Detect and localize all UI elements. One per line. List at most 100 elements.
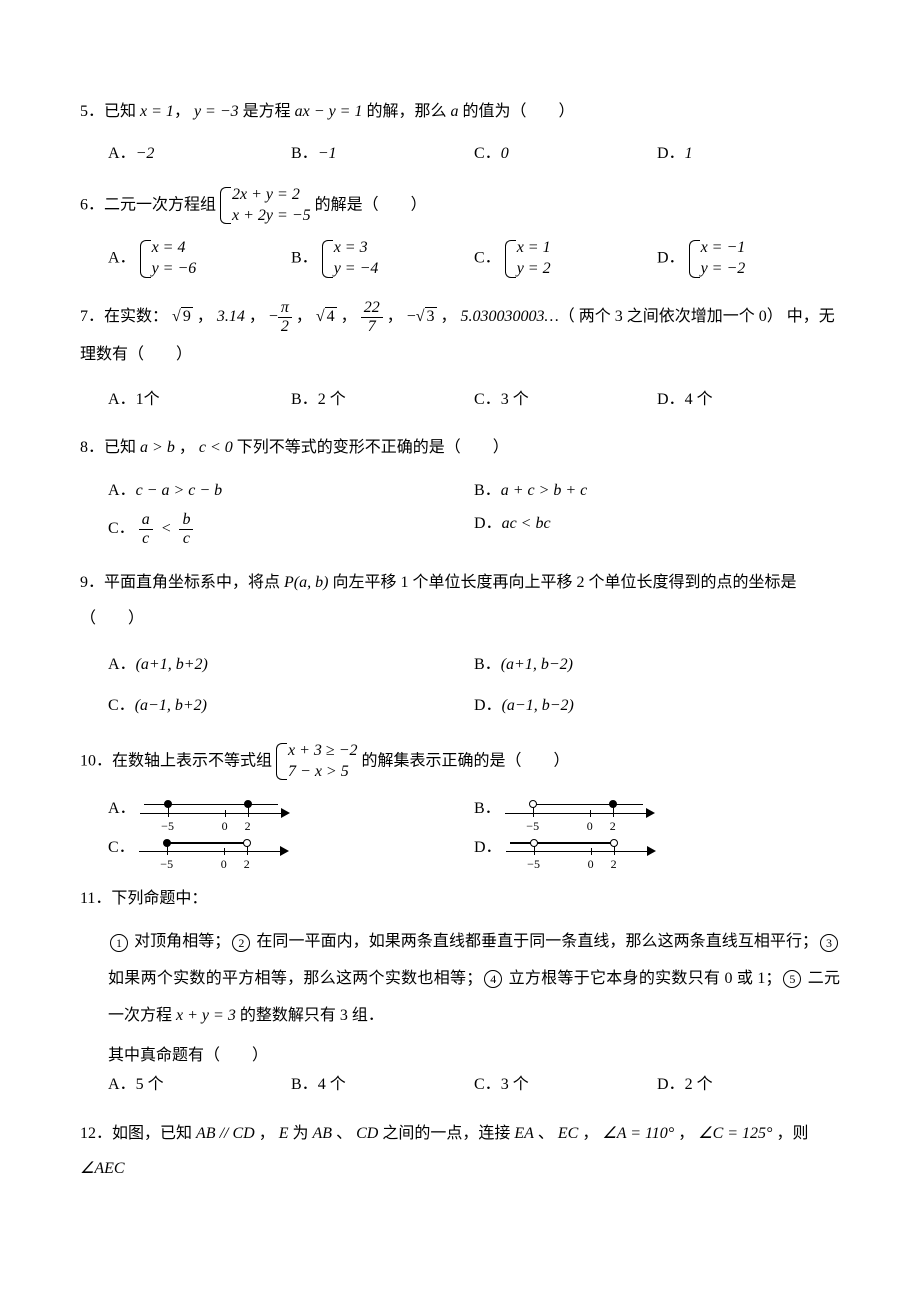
t: 2 <box>245 817 251 836</box>
q10-num: 10． <box>80 752 112 769</box>
q7-opt-d: D．4 个 <box>657 383 840 417</box>
v: 3 个 <box>501 1076 529 1093</box>
t: 在数轴上表示不等式组 <box>112 752 272 769</box>
lbl: D． <box>657 250 685 267</box>
q10-sys: x + 3 ≥ −2 7 − x > 5 <box>276 741 357 783</box>
q6-num: 6． <box>80 196 104 213</box>
q9-opt-d: D．(a−1, b−2) <box>474 685 840 727</box>
t: 平面直角坐标系中，将点 <box>104 574 284 591</box>
r: y = 2 <box>517 259 551 280</box>
q10-opt-a: A． −5 0 2 <box>108 790 474 828</box>
op: < <box>157 520 176 537</box>
v: (a−1, b+2) <box>135 697 207 714</box>
q10-options: A． −5 0 2 B． −5 0 2 C． <box>80 790 840 867</box>
q8-opt-a: A．c − a > c − b <box>108 474 474 508</box>
q5-eq2: y = −3 <box>194 103 239 120</box>
circled-5: 5 <box>783 970 801 988</box>
p4: 立方根等于它本身的实数只有 0 或 1； <box>509 970 782 987</box>
q6-t1: 二元一次方程组 <box>104 196 216 213</box>
q8-c2: c < 0 <box>199 439 233 456</box>
t: 0 <box>222 817 228 836</box>
a3: ∠AEC <box>80 1160 125 1177</box>
question-6: 6．二元一次方程组 2x + y = 2 x + 2y = −5 的解是（ ） … <box>80 185 840 284</box>
q5-t1: 已知 <box>104 103 136 120</box>
t: −5 <box>160 855 173 874</box>
p5eq: x + y = 3 <box>176 1007 236 1024</box>
q7-t1: 在实数： <box>104 308 168 325</box>
v: 5 个 <box>136 1076 164 1093</box>
lbl: D． <box>657 391 685 408</box>
q5-opt-d: D．1 <box>657 137 840 171</box>
question-11: 11．下列命题中： 1 对顶角相等；2 在同一平面内，如果两条直线都垂直于同一条… <box>80 881 840 1102</box>
q5-eq3: ax − y = 1 <box>295 103 363 120</box>
q6-opt-d: D． x = −1y = −2 <box>657 234 840 284</box>
q5-c: 0 <box>501 145 509 162</box>
q11-props: 1 对顶角相等；2 在同一平面内，如果两条直线都垂直于同一条直线，那么这两条直线… <box>80 924 840 1034</box>
r: x + 3 ≥ −2 <box>288 741 357 762</box>
t: 2 <box>244 855 250 874</box>
q9-pt: P(a, b) <box>284 574 328 591</box>
v: c − a > c − b <box>136 482 223 499</box>
q7-num: 7． <box>80 308 104 325</box>
lbl: A． <box>108 800 136 817</box>
lbl: A． <box>108 1076 136 1093</box>
v: 4 个 <box>685 391 713 408</box>
q5-t4: 的值为（ ） <box>458 103 574 120</box>
numberline-d: −5 0 2 <box>506 835 656 861</box>
d: 7 <box>361 318 383 336</box>
numberline-a: −5 0 2 <box>140 797 290 823</box>
sqrt3: √3 <box>416 298 437 336</box>
q7-t3: 理数有（ ） <box>80 346 192 363</box>
q11-opt-d: D．2 个 <box>657 1068 840 1102</box>
question-9: 9．平面直角坐标系中，将点 P(a, b) 向左平移 1 个单位长度再向上平移 … <box>80 565 840 727</box>
q9-opt-c: C．(a−1, b+2) <box>108 685 474 727</box>
n: a <box>139 511 153 530</box>
lbl: A． <box>108 482 136 499</box>
r2: E <box>279 1125 289 1142</box>
q7-r7: 5.030030003… <box>461 308 559 325</box>
q5-opt-b: B．−1 <box>291 137 474 171</box>
n: π <box>278 299 292 318</box>
t: −5 <box>526 817 539 836</box>
q6-t2: 的解是（ ） <box>315 196 427 213</box>
v: 4 个 <box>318 1076 346 1093</box>
question-8: 8．已知 a > b ， c < 0 下列不等式的变形不正确的是（ ） A．c … <box>80 430 840 551</box>
q10-opt-b: B． −5 0 2 <box>474 790 840 828</box>
a2: ∠C = 125° <box>698 1125 772 1142</box>
n: b <box>179 511 193 530</box>
q11-stem: 11．下列命题中： <box>80 881 840 916</box>
s: ， <box>674 1125 694 1142</box>
q9-options: A．(a+1, b+2) B．(a+1, b−2) C．(a−1, b+2) D… <box>80 644 840 727</box>
t: −5 <box>527 855 540 874</box>
t2: 向左平移 1 个单位长度再向上平移 2 个单位长度得到的点的坐标是 <box>328 574 796 591</box>
q7-t2: 中，无 <box>787 308 835 325</box>
r: x = 4 <box>152 238 197 259</box>
q8-opt-b: B．a + c > b + c <box>474 474 840 508</box>
q8-num: 8． <box>80 439 104 456</box>
q6-c-sys: x = 1y = 2 <box>505 238 551 280</box>
q5-eq1: x = 1 <box>140 103 174 120</box>
q6-opt-a: A． x = 4y = −6 <box>108 234 291 284</box>
lbl: D． <box>657 145 685 162</box>
numberline-b: −5 0 2 <box>505 797 655 823</box>
t: 2 <box>610 817 616 836</box>
q7-opt-a: A．1个 <box>108 383 291 417</box>
q6-b-sys: x = 3y = −4 <box>322 238 379 280</box>
t: 如图，已知 <box>112 1125 196 1142</box>
v: ac < bc <box>502 515 551 532</box>
fr1: ac <box>139 511 153 547</box>
q11-opt-b: B．4 个 <box>291 1068 474 1102</box>
r1: AB // CD <box>196 1125 255 1142</box>
q6-a-sys: x = 4y = −6 <box>140 238 197 280</box>
q5-t3: 的解，那么 <box>362 103 450 120</box>
sqrt4: √4 <box>316 298 337 336</box>
s: 之间的一点，连接 <box>378 1125 514 1142</box>
v: 1个 <box>136 391 160 408</box>
r5: EA <box>514 1125 534 1142</box>
q8-c1: a > b <box>140 439 175 456</box>
t: 0 <box>221 855 227 874</box>
r3: AB <box>313 1125 333 1142</box>
lbl: B． <box>291 391 318 408</box>
lbl: C． <box>474 145 501 162</box>
q5-d: 1 <box>685 145 693 162</box>
